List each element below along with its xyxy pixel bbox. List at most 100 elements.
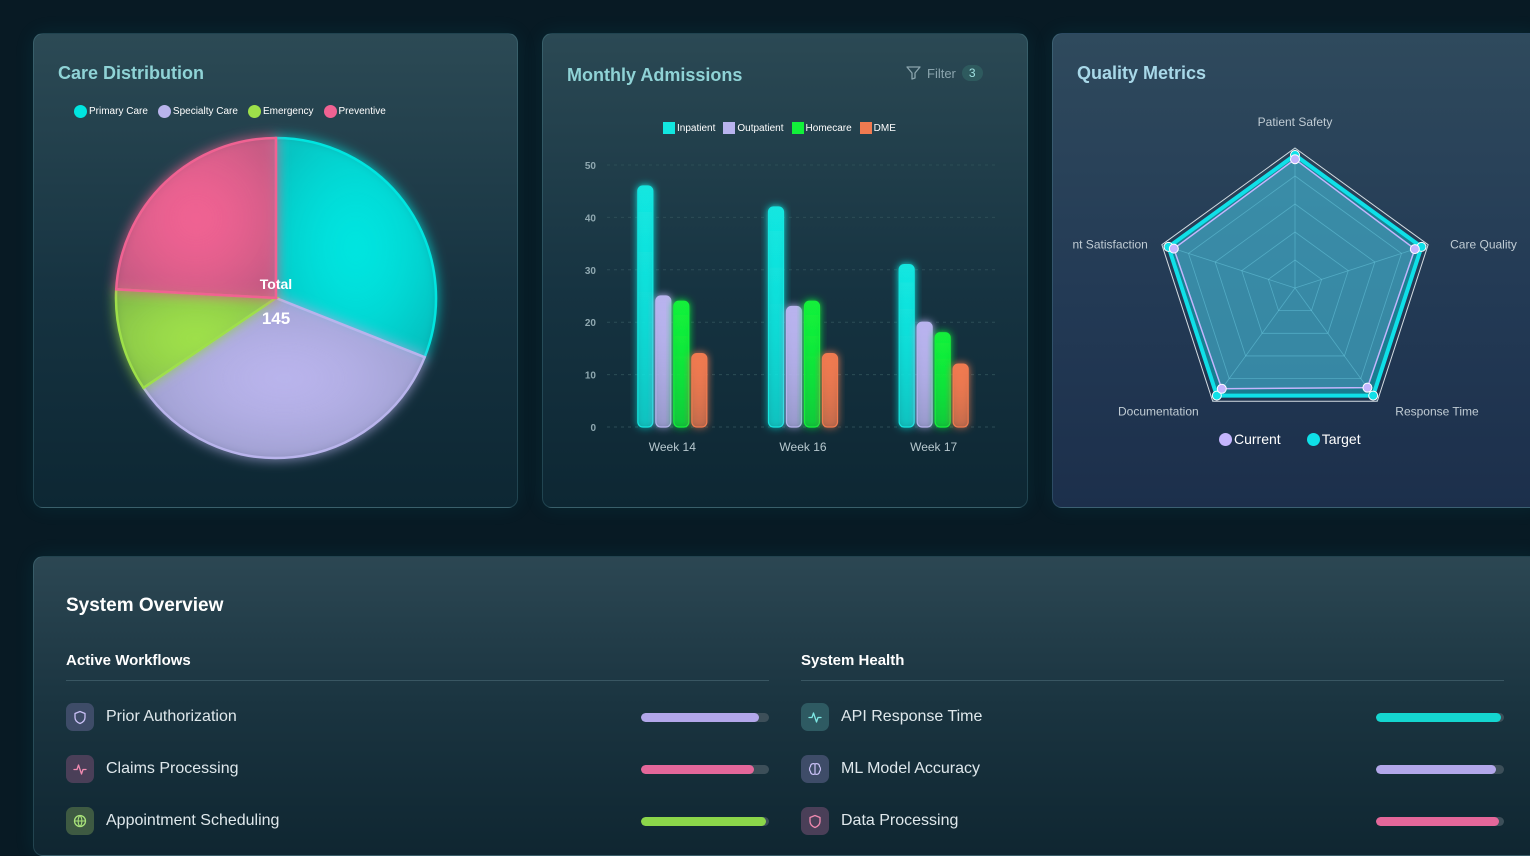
radar-axis-label: Documentation xyxy=(1118,404,1199,418)
quality-metrics-card: Quality Metrics Patient Safety Care Quali… xyxy=(1052,33,1530,508)
legend-label: Emergency xyxy=(262,106,314,117)
radar-spoke xyxy=(1294,287,1378,402)
progress-bar xyxy=(641,765,769,774)
progress-fill xyxy=(641,765,754,774)
legend-item-inpatient[interactable]: Inpatient xyxy=(663,122,715,134)
legend-item-target[interactable]: Target xyxy=(1306,431,1361,447)
bar-outpatient-week-16[interactable] xyxy=(785,305,803,428)
legend-item-preventive[interactable]: Preventive xyxy=(323,105,386,118)
monthly-admissions-title: Monthly Admissions xyxy=(567,65,743,85)
legend-swatch xyxy=(859,122,872,134)
active-workflows-section: Active Workflows Prior Authorization Clai… xyxy=(66,652,769,849)
bar-homecare-week-17[interactable] xyxy=(934,332,951,428)
funnel-icon xyxy=(906,66,921,80)
pie-slice-specialty-care[interactable] xyxy=(141,296,427,460)
legend-label: Homecare xyxy=(805,122,852,134)
pie-slice-emergency[interactable] xyxy=(114,288,280,390)
y-tick-label: 40 xyxy=(585,213,597,224)
x-tick-label: Week 14 xyxy=(649,440,696,454)
legend-label: Outpatient xyxy=(737,122,784,134)
radar-axis-label: Patient Safety xyxy=(1258,115,1333,129)
legend-item-dme[interactable]: DME xyxy=(859,122,896,134)
bar-homecare-week-16[interactable] xyxy=(803,300,821,428)
pie-chart: Total 145 xyxy=(114,136,438,460)
legend-swatch xyxy=(74,105,87,118)
bar-dme-week-14[interactable] xyxy=(691,353,708,428)
activity-icon xyxy=(801,703,829,731)
x-tick-label: Week 16 xyxy=(779,440,826,454)
radar-series-current[interactable] xyxy=(1172,158,1416,390)
radar-point-current[interactable] xyxy=(1362,382,1373,393)
radar-point-current[interactable] xyxy=(1216,383,1227,394)
bar-dme-week-17[interactable] xyxy=(952,363,969,428)
legend-item-primary-care[interactable]: Primary Care xyxy=(74,105,148,118)
radar-point-current[interactable] xyxy=(1290,154,1300,165)
legend-swatch xyxy=(723,122,736,134)
quality-legend: Current Target xyxy=(1219,431,1361,447)
legend-label: Inpatient xyxy=(677,122,716,134)
status-row-label: Appointment Scheduling xyxy=(106,812,280,829)
status-row-appointment-scheduling[interactable]: Appointment Scheduling xyxy=(66,797,769,849)
bar-outpatient-week-14[interactable] xyxy=(655,295,672,428)
status-row-ml-model-accuracy[interactable]: ML Model Accuracy xyxy=(801,745,1504,797)
filter-button[interactable]: Filter 3 xyxy=(906,65,983,81)
system-overview-title: System Overview xyxy=(66,595,224,616)
bar-dme-week-16[interactable] xyxy=(821,353,839,428)
status-row-prior-authorization[interactable]: Prior Authorization xyxy=(66,693,769,745)
bar-chart: 0 10 20 30 40 50 Week 14 Week 16 Week 17 xyxy=(585,161,999,454)
shield-icon xyxy=(801,807,829,835)
y-tick-label: 50 xyxy=(585,161,597,172)
bar-inpatient-week-14[interactable] xyxy=(637,185,654,428)
care-distribution-title: Care Distribution xyxy=(58,63,205,83)
legend-label: Target xyxy=(1321,431,1361,447)
pie-slice-preventive[interactable] xyxy=(114,136,278,300)
system-health-heading: System Health xyxy=(801,652,1504,681)
bar-inpatient-week-17[interactable] xyxy=(898,263,915,428)
status-row-data-processing[interactable]: Data Processing xyxy=(801,797,1504,849)
legend-item-outpatient[interactable]: Outpatient xyxy=(723,122,784,134)
legend-swatch xyxy=(323,105,337,118)
legend-swatch xyxy=(663,122,675,134)
status-row-label: API Response Time xyxy=(841,708,983,725)
bar-inpatient-week-16[interactable] xyxy=(767,206,785,428)
y-tick-label: 0 xyxy=(590,423,596,434)
filter-label: Filter xyxy=(927,65,956,81)
radar-ring xyxy=(1214,203,1376,357)
legend-label: Preventive xyxy=(338,106,386,117)
legend-swatch xyxy=(157,105,171,118)
status-row-claims-processing[interactable]: Claims Processing xyxy=(66,745,769,797)
radar-point-target[interactable] xyxy=(1368,390,1379,401)
radar-axis-label: nt Satisfaction xyxy=(1072,238,1147,252)
brain-icon xyxy=(801,755,829,783)
system-health-section: System Health API Response Time ML Model … xyxy=(801,652,1504,849)
pie-slice-primary-care[interactable] xyxy=(274,136,438,359)
radar-ring xyxy=(1161,147,1429,402)
radar-axis-label: Care Quality xyxy=(1450,238,1517,252)
bar-outpatient-week-17[interactable] xyxy=(916,321,933,428)
radar-series-target[interactable] xyxy=(1166,152,1424,398)
progress-fill xyxy=(641,713,759,722)
radar-ring xyxy=(1241,231,1349,334)
legend-swatch xyxy=(1306,432,1320,446)
legend-item-specialty-care[interactable]: Specialty Care xyxy=(157,105,238,118)
radar-point-target[interactable] xyxy=(1211,390,1222,401)
active-workflows-heading: Active Workflows xyxy=(66,652,769,681)
status-row-api-response-time[interactable]: API Response Time xyxy=(801,693,1504,745)
activity-icon xyxy=(66,755,94,783)
radar-point-current[interactable] xyxy=(1168,243,1179,254)
legend-item-emergency[interactable]: Emergency xyxy=(247,105,314,118)
radar-chart: Patient Safety Care Quality Response Time D… xyxy=(1072,115,1517,418)
legend-label: DME xyxy=(873,122,896,134)
legend-item-homecare[interactable]: Homecare xyxy=(791,122,852,134)
legend-item-current[interactable]: Current xyxy=(1219,431,1281,447)
radar-point-current[interactable] xyxy=(1409,244,1420,255)
bar-homecare-week-14[interactable] xyxy=(673,300,690,428)
legend-swatch xyxy=(791,122,804,134)
progress-fill xyxy=(1376,713,1502,722)
pie-center-label: Total xyxy=(260,276,292,292)
y-tick-label: 20 xyxy=(585,318,597,329)
status-row-label: Prior Authorization xyxy=(106,708,237,725)
legend-swatch xyxy=(1219,432,1232,446)
radar-ring xyxy=(1267,259,1323,312)
progress-bar xyxy=(1376,713,1504,722)
